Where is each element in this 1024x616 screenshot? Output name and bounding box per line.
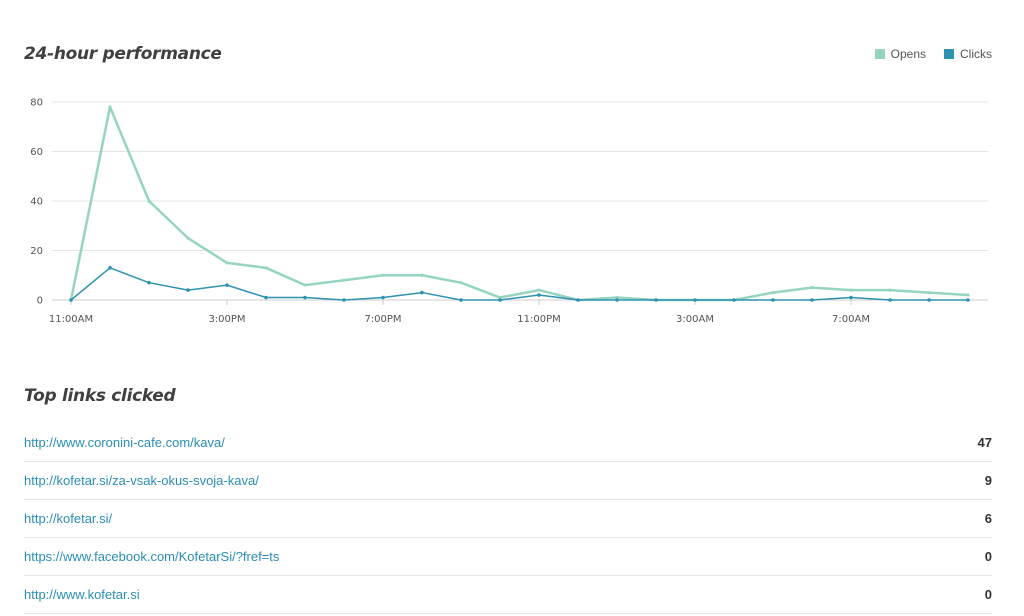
data-point-opens [849, 288, 853, 292]
legend-label-clicks: Clicks [960, 47, 992, 61]
data-point-clicks [810, 298, 814, 302]
data-point-opens [966, 293, 970, 297]
data-point-clicks [186, 288, 190, 292]
data-point-clicks [342, 298, 346, 302]
data-point-clicks [420, 290, 424, 295]
data-point-opens [927, 290, 931, 295]
link-click-count: 0 [984, 587, 992, 602]
x-tick-label: 3:00AM [676, 314, 714, 325]
data-point-opens [420, 273, 424, 277]
data-point-opens [771, 290, 775, 295]
series-line-opens [69, 105, 969, 302]
data-point-opens [186, 236, 190, 240]
link-click-count: 9 [984, 473, 992, 488]
x-tick-label: 7:00AM [832, 314, 870, 325]
link-url[interactable]: http://www.kofetar.si [24, 587, 140, 602]
data-point-clicks [966, 298, 970, 302]
y-tick-label: 0 [37, 296, 43, 307]
data-point-clicks [732, 298, 736, 302]
data-point-clicks [576, 298, 580, 302]
data-point-clicks [654, 298, 658, 302]
top-links-title: Top links clicked [24, 386, 176, 406]
link-click-count: 47 [977, 435, 992, 450]
data-point-clicks [849, 295, 853, 300]
data-point-opens [459, 281, 463, 285]
data-point-clicks [693, 298, 697, 302]
performance-chart: 0 20 40 60 80 11:00AM 3:00PM 7:00PM 11:00PM 3:00A… [30, 98, 988, 325]
data-point-clicks [303, 295, 307, 300]
link-row: http://www.kofetar.si 0 [24, 576, 992, 614]
data-point-clicks [615, 298, 619, 302]
data-point-clicks [108, 266, 112, 270]
data-point-clicks [459, 298, 463, 302]
link-row: http://kofetar.si/za-vsak-okus-svoja-kav… [24, 462, 992, 500]
link-url[interactable]: http://www.coronini-cafe.com/kava/ [24, 435, 225, 450]
legend-label-opens: Opens [890, 47, 926, 61]
x-tick-label: 11:00PM [517, 314, 560, 325]
data-point-clicks [537, 293, 541, 297]
legend-item-clicks[interactable]: Clicks [944, 47, 992, 61]
data-point-opens [303, 283, 307, 287]
link-url[interactable]: http://kofetar.si/za-vsak-okus-svoja-kav… [24, 473, 259, 488]
link-url[interactable]: http://kofetar.si/ [24, 511, 113, 526]
data-point-clicks [498, 298, 502, 302]
data-point-clicks [147, 280, 151, 285]
x-tick-label: 3:00PM [208, 314, 245, 325]
x-tick-label: 7:00PM [364, 314, 401, 325]
data-point-clicks [264, 295, 268, 300]
legend-swatch-clicks [944, 49, 954, 59]
y-tick-label: 80 [30, 98, 43, 109]
y-tick-label: 20 [30, 246, 43, 257]
series-line-clicks [70, 267, 968, 301]
chart-legend: Opens Clicks [874, 47, 992, 61]
data-point-opens [147, 199, 151, 203]
data-point-opens [615, 295, 619, 300]
y-tick-label: 40 [30, 197, 43, 208]
data-point-opens [342, 278, 346, 282]
legend-item-opens[interactable]: Opens [874, 47, 926, 61]
link-click-count: 0 [984, 549, 992, 564]
y-tick-label: 60 [30, 147, 43, 158]
data-point-opens [264, 266, 268, 270]
top-links-list: http://www.coronini-cafe.com/kava/47 http… [24, 424, 992, 614]
data-point-clicks [927, 298, 931, 302]
x-tick-label: 11:00AM [49, 314, 93, 325]
data-point-clicks [888, 298, 892, 302]
chart-title: 24-hour performance [24, 44, 222, 64]
link-row: http://www.coronini-cafe.com/kava/47 [24, 424, 992, 462]
link-row: https://www.facebook.com/KofetarSi/?fref… [24, 538, 992, 576]
data-point-opens [888, 288, 892, 292]
data-point-opens [225, 261, 229, 265]
data-point-clicks [69, 298, 73, 302]
data-point-clicks [225, 283, 229, 287]
data-point-opens [810, 286, 814, 290]
data-point-opens [108, 105, 112, 109]
data-point-clicks [381, 295, 385, 300]
data-point-opens [498, 295, 502, 300]
link-url[interactable]: https://www.facebook.com/KofetarSi/?fref… [24, 549, 280, 564]
legend-swatch-opens [874, 49, 885, 59]
link-click-count: 6 [984, 511, 992, 526]
data-point-clicks [771, 298, 775, 302]
data-point-opens [381, 273, 385, 277]
link-row: http://kofetar.si/6 [24, 500, 992, 538]
data-point-opens [537, 288, 541, 292]
